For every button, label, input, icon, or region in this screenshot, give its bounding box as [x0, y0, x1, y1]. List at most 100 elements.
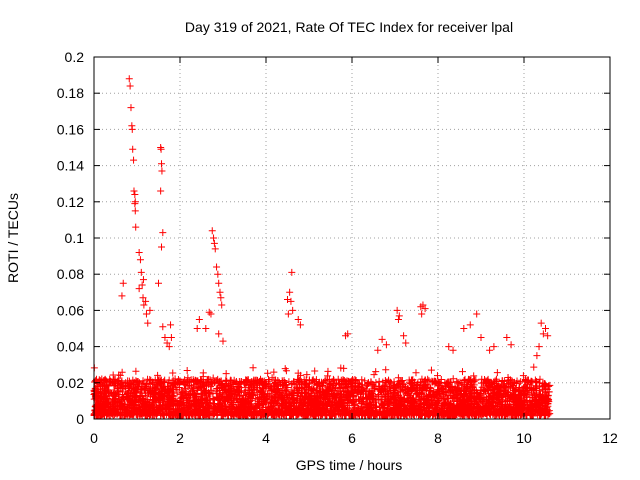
data-point	[169, 369, 177, 377]
data-point	[257, 407, 265, 415]
data-point	[135, 285, 143, 293]
data-point	[480, 410, 488, 418]
data-point	[515, 387, 523, 395]
data-point	[96, 405, 104, 413]
data-point	[168, 392, 176, 400]
data-point	[157, 145, 165, 153]
data-point	[402, 409, 410, 417]
data-point	[158, 410, 166, 418]
data-point	[221, 410, 229, 418]
x-tick-label: 8	[434, 430, 442, 446]
data-point	[379, 378, 387, 386]
y-tick-label: 0.1	[65, 230, 85, 246]
data-point	[537, 319, 545, 327]
data-point	[412, 369, 420, 377]
data-point	[137, 268, 145, 276]
data-point	[181, 410, 189, 418]
data-point	[315, 380, 323, 388]
data-point	[453, 384, 461, 392]
data-point	[285, 400, 293, 408]
data-point	[460, 396, 468, 404]
data-point	[402, 384, 410, 392]
data-point	[132, 223, 140, 231]
data-point	[288, 268, 296, 276]
data-point	[177, 391, 185, 399]
data-point	[402, 339, 410, 347]
data-point	[318, 405, 326, 413]
data-point	[458, 410, 466, 418]
data-point	[372, 411, 380, 419]
data-point	[504, 403, 512, 411]
data-point	[392, 409, 400, 417]
data-point	[471, 386, 479, 394]
data-point	[104, 404, 112, 412]
data-point	[132, 367, 140, 375]
data-point	[526, 384, 534, 392]
data-point	[504, 397, 512, 405]
data-point	[322, 386, 330, 394]
data-point	[183, 406, 191, 414]
data-point	[219, 406, 227, 414]
data-point	[505, 376, 513, 384]
y-tick-label: 0.2	[65, 49, 85, 65]
data-point	[539, 394, 547, 402]
data-point	[433, 410, 441, 418]
data-point	[146, 306, 154, 314]
data-point	[489, 387, 497, 395]
data-point	[328, 395, 336, 403]
data-point	[517, 400, 525, 408]
data-point	[100, 382, 108, 390]
y-tick-label: 0.16	[57, 121, 84, 137]
data-point	[158, 160, 166, 168]
data-point	[414, 405, 422, 413]
data-point	[452, 410, 460, 418]
data-point	[406, 379, 414, 387]
data-point	[246, 392, 254, 400]
data-point	[536, 401, 544, 409]
data-point	[461, 390, 469, 398]
data-point	[535, 343, 543, 351]
data-point	[278, 409, 286, 417]
data-point	[408, 398, 416, 406]
data-point	[366, 410, 374, 418]
y-tick-label: 0.14	[57, 158, 84, 174]
data-point	[210, 234, 218, 242]
data-point	[310, 407, 318, 415]
data-point	[183, 397, 191, 405]
data-point	[110, 381, 118, 389]
data-point	[486, 346, 494, 354]
data-point	[370, 371, 378, 379]
data-point	[331, 384, 339, 392]
data-point	[183, 366, 191, 374]
data-point	[253, 399, 261, 407]
y-tick-label: 0	[76, 411, 84, 427]
data-point	[545, 388, 553, 396]
data-point	[215, 330, 223, 338]
data-point	[370, 384, 378, 392]
axis-ticks	[93, 56, 611, 420]
data-point	[367, 378, 375, 386]
data-point	[284, 310, 292, 318]
data-point	[149, 411, 157, 419]
data-point	[118, 377, 126, 385]
data-point	[118, 368, 126, 376]
data-point	[536, 390, 544, 398]
data-point	[208, 227, 216, 235]
data-point	[467, 397, 475, 405]
data-point	[205, 402, 213, 410]
data-point	[510, 398, 518, 406]
y-tick-label: 0.08	[57, 266, 84, 282]
data-point	[235, 406, 243, 414]
data-point	[309, 387, 317, 395]
data-point	[214, 270, 222, 278]
data-point	[270, 405, 278, 413]
data-point	[215, 391, 223, 399]
data-point	[390, 389, 398, 397]
data-point	[192, 393, 200, 401]
data-point	[470, 372, 478, 380]
data-point	[473, 310, 481, 318]
data-point	[504, 388, 512, 396]
data-point	[521, 376, 529, 384]
data-point	[507, 341, 515, 349]
data-point	[357, 386, 365, 394]
